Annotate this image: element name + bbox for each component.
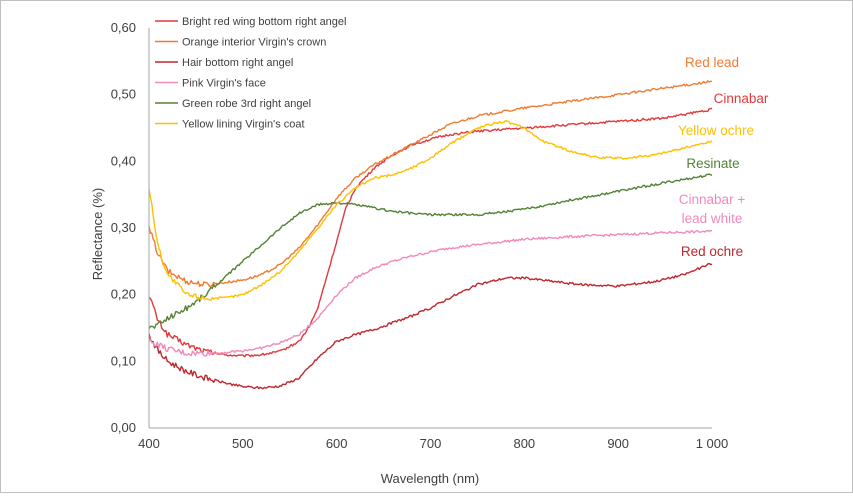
series-line-yellow-lining-virgin-s-coat [148,120,713,301]
x-axis-ticks: 400 500 600 700 800 900 1 000 [138,436,728,451]
legend-entry: Green robe 3rd right angel [182,98,311,110]
end-label-cinnabar: Cinnabar [714,91,769,106]
y-tick-label: 0,60 [111,20,136,35]
series-line-pink-virgin-s-face [148,229,713,357]
series-line-bright-red-wing-bottom-right-angel [148,107,713,358]
series-end-labels: Cinnabar Red lead Red ochre Cinnabar + lead … [678,55,769,259]
x-tick-label: 900 [607,436,629,451]
y-tick-label: 0,20 [111,287,136,302]
x-tick-label: 500 [232,436,254,451]
legend-entry: Pink Virgin's face [182,78,266,90]
series-line-green-robe-3rd-right-angel [148,173,713,330]
end-label-cinnabar-lead-white: lead white [682,211,743,226]
y-tick-label: 0,10 [111,353,136,368]
y-axis-title: Reflectance (%) [90,188,105,280]
y-tick-label: 0,30 [111,220,136,235]
legend-entry: Yellow lining Virgin's coat [182,119,305,131]
end-label-yellow-ochre: Yellow ochre [678,123,754,138]
series-line-orange-interior-virgin-s-crown [148,80,713,288]
x-tick-label: 700 [420,436,442,451]
y-tick-label: 0,00 [111,420,136,435]
y-tick-label: 0,50 [111,87,136,102]
y-tick-label: 0,40 [111,153,136,168]
end-label-red-ochre: Red ochre [681,244,743,259]
end-label-resinate: Resinate [686,156,739,171]
legend-entry: Bright red wing bottom right angel [182,16,346,28]
x-tick-label: 1 000 [696,436,729,451]
legend-entry: Orange interior Virgin's crown [182,37,326,49]
legend-entry: Hair bottom right angel [182,57,293,69]
series-lines [148,80,713,390]
x-tick-label: 400 [138,436,160,451]
x-tick-label: 600 [326,436,348,451]
end-label-cinnabar-lead-white: Cinnabar + [679,192,746,207]
legend: Bright red wing bottom right angel Orange… [155,16,346,131]
end-label-red-lead: Red lead [685,55,739,70]
y-axis-ticks: 0,00 0,10 0,20 0,30 0,40 0,50 0,60 [111,20,136,435]
x-axis-title: Wavelength (nm) [381,471,480,486]
x-tick-label: 800 [513,436,535,451]
series-line-hair-bottom-right-angel [148,262,713,390]
